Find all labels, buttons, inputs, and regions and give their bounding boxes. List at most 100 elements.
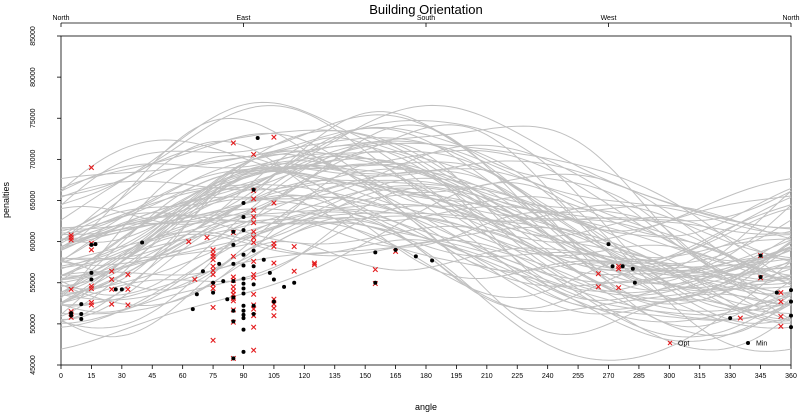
- series-curve: [60, 170, 792, 279]
- series-curve: [60, 144, 792, 282]
- opt-point: [250, 291, 257, 297]
- chart-title: Building Orientation: [369, 2, 482, 17]
- min-point: [292, 280, 297, 285]
- min-point: [251, 187, 256, 192]
- min-point: [251, 312, 256, 317]
- opt-point: [291, 243, 297, 250]
- x-tick-label: 165: [390, 373, 402, 380]
- min-point: [241, 200, 246, 205]
- min-point: [113, 287, 118, 292]
- min-point: [251, 248, 256, 253]
- top-axis-label: West: [601, 15, 617, 22]
- opt-point: [778, 289, 784, 296]
- opt-point: [125, 302, 131, 308]
- opt-point: [615, 266, 622, 272]
- min-point: [241, 276, 246, 281]
- min-point: [393, 247, 398, 252]
- y-tick-label: 60000: [30, 232, 37, 252]
- series-curve: [60, 127, 792, 289]
- opt-point: [250, 258, 257, 265]
- y-axis-label: penalties: [1, 181, 11, 218]
- y-tick-label: 85000: [30, 26, 37, 46]
- top-axis-label: North: [52, 15, 69, 22]
- x-tick-label: 0: [59, 373, 63, 380]
- x-tick-label: 210: [481, 373, 493, 380]
- min-point: [373, 280, 378, 285]
- min-point: [231, 356, 236, 361]
- series-curve: [60, 139, 792, 284]
- legend-label: Opt: [678, 341, 689, 348]
- x-tick-label: 240: [542, 373, 554, 380]
- opt-point: [109, 276, 115, 283]
- min-point: [251, 282, 256, 287]
- y-tick-label: 65000: [30, 191, 37, 211]
- min-point: [79, 312, 84, 317]
- series-curve: [60, 241, 792, 338]
- series-curve: [60, 158, 792, 294]
- opt-point: [250, 239, 257, 246]
- min-point: [632, 280, 637, 285]
- opt-point: [250, 220, 257, 226]
- series-curve: [60, 140, 792, 234]
- opt-point: [192, 276, 198, 283]
- opt-point: [109, 268, 115, 274]
- y-tick-label: 75000: [30, 108, 37, 128]
- opt-point: [271, 134, 277, 140]
- min-point: [606, 242, 611, 247]
- opt-point: [250, 347, 257, 353]
- opt-point: [125, 286, 131, 293]
- opt-point: [615, 284, 622, 291]
- opt-point: [68, 286, 74, 293]
- min-point: [430, 258, 435, 263]
- opt-point: [210, 257, 216, 263]
- min-point: [241, 349, 246, 354]
- series-curve: [60, 186, 792, 320]
- min-point: [251, 303, 256, 308]
- series-curve: [60, 150, 792, 290]
- top-axis: North East South West North: [52, 15, 800, 27]
- x-tick-label: 255: [572, 373, 584, 380]
- x-axis: 0 15 30 45 60 75 90 105 120 135 150 165 180 195 210 225…: [59, 365, 797, 380]
- series-curve: [60, 233, 792, 322]
- min-point: [267, 270, 272, 275]
- x-tick-label: 15: [88, 373, 96, 380]
- opt-point: [230, 140, 237, 146]
- min-point: [231, 279, 236, 284]
- opt-point: [210, 337, 216, 344]
- series-curve: [60, 187, 792, 266]
- opt-point: [88, 285, 95, 292]
- legend-item: Min: [746, 341, 767, 348]
- min-point: [789, 325, 793, 330]
- opt-point: [250, 234, 257, 241]
- point-group: [68, 134, 793, 362]
- min-point: [211, 280, 216, 285]
- opt-point: [595, 284, 602, 290]
- series-curve: [60, 101, 792, 265]
- series-curve: [60, 142, 792, 295]
- opt-point: [250, 207, 257, 214]
- x-tick-label: 225: [511, 373, 523, 380]
- opt-point: [271, 260, 277, 266]
- opt-point: [88, 164, 95, 171]
- series-curve: [60, 217, 792, 323]
- min-point: [225, 297, 230, 302]
- x-tick-label: 45: [148, 373, 156, 380]
- x-tick-label: 150: [359, 373, 371, 380]
- series-curve: [60, 154, 792, 337]
- series-curve: [60, 161, 792, 328]
- y-axis: 45000 50000 55000 60000 65000 70000 75000 80000…: [30, 26, 61, 375]
- series-curve: [60, 111, 792, 297]
- series-curve: [60, 150, 792, 301]
- opt-point: [230, 298, 237, 304]
- opt-point: [250, 229, 257, 235]
- min-point: [231, 295, 236, 300]
- opt-point: [250, 324, 257, 330]
- min-point: [373, 250, 378, 255]
- opt-point: [210, 271, 216, 278]
- x-tick-label: 315: [694, 373, 706, 380]
- min-point: [241, 327, 246, 332]
- min-point: [271, 277, 276, 282]
- opt-point: [204, 234, 210, 241]
- x-tick-label: 135: [329, 373, 341, 380]
- opt-point: [210, 263, 216, 269]
